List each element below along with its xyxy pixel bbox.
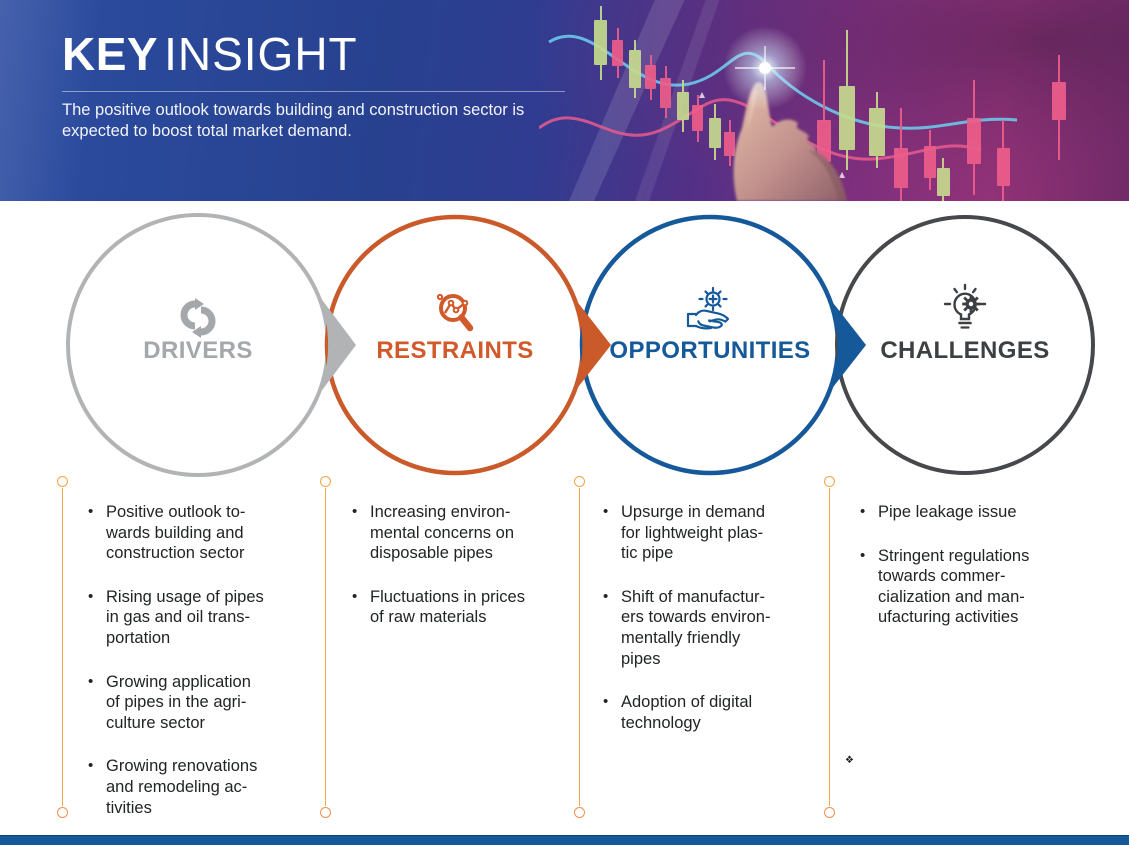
- magnifier-chart-icon: [436, 293, 474, 332]
- bullet-text: Growing renovations and remodeling ac- t…: [106, 757, 258, 817]
- page-title: KEY INSIGHT: [62, 30, 582, 78]
- cycle-arrows-icon: [180, 298, 216, 338]
- connector-stem: [579, 488, 580, 806]
- list-item: • Fluctuations in prices of raw materials: [352, 587, 577, 628]
- bullet-text: Growing application of pipes in the agri…: [106, 672, 251, 732]
- list-item: • Stringent regulations towards commer- c…: [860, 546, 1095, 628]
- bullet-text: Pipe leakage issue: [878, 503, 1017, 521]
- photo-backdrop: [539, 0, 1129, 201]
- restraints-list: • Increasing environ- mental concerns on …: [352, 502, 577, 651]
- gear-glyph: [962, 295, 980, 313]
- connector-ring-bottom: [824, 807, 835, 818]
- header-banner: KEY INSIGHT The positive outlook towards …: [0, 0, 1129, 201]
- bullet-dot: •: [352, 587, 358, 605]
- bullet-dot: •: [352, 503, 358, 520]
- title-divider: [62, 91, 565, 93]
- connector-ring-top: [574, 476, 585, 487]
- footer-bar: [0, 835, 1129, 845]
- bullet-dot: •: [603, 693, 609, 711]
- circle-label-opportunities: OPPORTUNITIES: [609, 337, 810, 364]
- connector-stem: [325, 488, 326, 806]
- arrow-opportunities-to-challenges: [827, 296, 866, 394]
- bullet-text: Shift of manufactur- ers towards environ…: [621, 587, 771, 668]
- hand-sun-icon: [686, 286, 730, 330]
- title-key: KEY: [62, 28, 159, 80]
- bullet-dot: •: [88, 503, 94, 520]
- connector-line-opportunities: [574, 476, 586, 818]
- circle-challenges: [835, 215, 1095, 475]
- header-subtitle: The positive outlook towards building an…: [62, 101, 525, 141]
- bullet-text: Adoption of digital technology: [621, 693, 753, 732]
- drivers-list: • Positive outlook to- wards building and…: [88, 502, 313, 841]
- connector-line-restraints: [320, 476, 332, 818]
- bullet-text: Rising usage of pipes in gas and oil tra…: [106, 587, 264, 647]
- bullet-dot: •: [88, 757, 94, 775]
- connector-stem: [62, 488, 63, 806]
- list-item: • Pipe leakage issue: [860, 502, 1095, 523]
- bullet-text: Increasing environ- mental concerns on d…: [370, 503, 514, 563]
- list-item: • Positive outlook to- wards building and…: [88, 502, 313, 564]
- connector-line-drivers: [57, 476, 69, 818]
- glow-flare: [735, 46, 795, 90]
- opportunities-list: • Upsurge in demand for lightweight plas-…: [603, 502, 828, 756]
- list-item: • Growing application of pipes in the agr…: [88, 672, 313, 734]
- list-item: • Increasing environ- mental concerns on …: [352, 502, 577, 564]
- challenges-list: • Pipe leakage issue • Stringent regulatio…: [860, 502, 1095, 651]
- connector-ring-top: [824, 476, 835, 487]
- bullet-dot: •: [860, 546, 866, 564]
- decor-glyph: ❖: [845, 755, 854, 766]
- title-insight: INSIGHT: [164, 28, 358, 80]
- stock-chart-photo: [539, 0, 1129, 201]
- circle-label-restraints: RESTRAINTS: [376, 337, 533, 364]
- circle-label-challenges: CHALLENGES: [880, 337, 1049, 364]
- connector-stem: [829, 488, 830, 806]
- list-item: • Shift of manufactur- ers towards enviro…: [603, 587, 828, 669]
- bullet-dot: •: [88, 587, 94, 605]
- connector-ring-top: [57, 476, 68, 487]
- header-text-block: KEY INSIGHT The positive outlook towards …: [62, 30, 582, 143]
- list-item: • Adoption of digital technology: [603, 692, 828, 733]
- list-item: • Growing renovations and remodeling ac- …: [88, 756, 313, 818]
- connector-ring-bottom: [574, 807, 585, 818]
- bullet-text: Positive outlook to- wards building and …: [106, 503, 246, 563]
- bulb-gear-icon: [943, 283, 987, 329]
- bullet-text: Upsurge in demand for lightweight plas- …: [621, 503, 766, 563]
- arrow-restraints-to-opportunities: [572, 296, 611, 394]
- connector-ring-top: [320, 476, 331, 487]
- bullet-dot: •: [603, 503, 609, 520]
- process-circles: DRIVERS RESTRAINTS O: [66, 213, 1095, 477]
- connector-ring-bottom: [320, 807, 331, 818]
- connector-ring-bottom: [57, 807, 68, 818]
- bullet-dot: •: [88, 672, 94, 690]
- bullet-dot: •: [860, 503, 866, 520]
- bullet-dot: •: [603, 587, 609, 605]
- connector-line-challenges: [824, 476, 836, 818]
- bullet-text: Stringent regulations towards commer- ci…: [878, 546, 1030, 627]
- list-item: • Upsurge in demand for lightweight plas-…: [603, 502, 828, 564]
- list-item: • Rising usage of pipes in gas and oil tr…: [88, 587, 313, 649]
- arrow-drivers-to-restraints: [317, 294, 356, 396]
- circle-label-drivers: DRIVERS: [143, 337, 253, 364]
- bullet-text: Fluctuations in prices of raw materials: [370, 587, 525, 627]
